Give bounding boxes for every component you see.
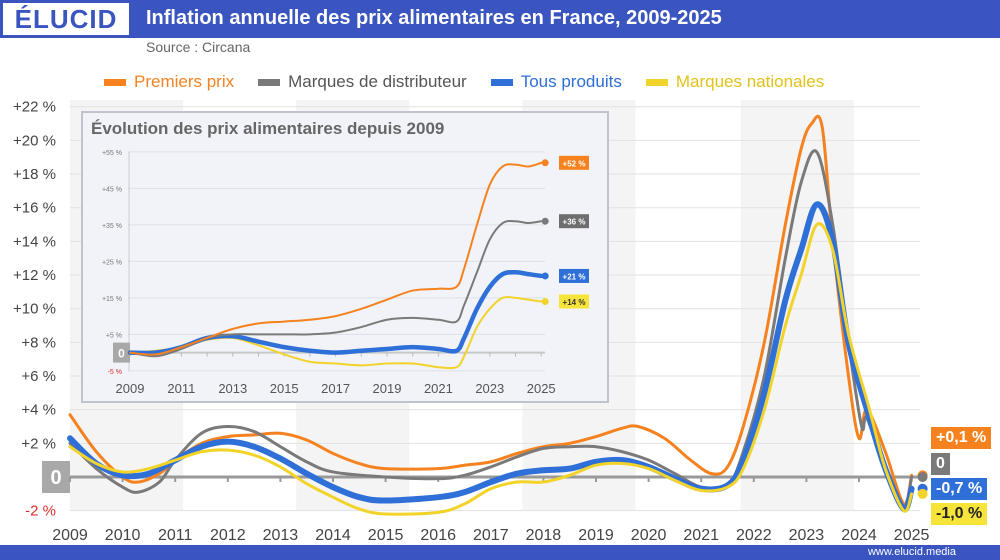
- inset-x-tick-label: 2013: [218, 381, 247, 396]
- x-tick-label: 2019: [578, 527, 614, 544]
- inset-x-tick-label: 2019: [373, 381, 402, 396]
- x-tick-label: 2020: [631, 527, 667, 544]
- y-tick-label: +2 %: [21, 435, 56, 452]
- footer-bar: www.elucid.media: [0, 545, 1000, 560]
- end-label: 0: [931, 453, 950, 475]
- inset-panel: [81, 111, 609, 403]
- legend-item: Marques nationales: [645, 72, 825, 92]
- inset-x-tick-label: 2023: [475, 381, 504, 396]
- inset-x-tick-label: 2025: [527, 381, 556, 396]
- footer-url[interactable]: www.elucid.media: [867, 546, 956, 558]
- inset-y-tick-label: +5 %: [106, 332, 122, 339]
- x-tick-label: 2025: [894, 527, 930, 544]
- inset-end-point: [541, 217, 549, 225]
- inset-zero-box: [113, 342, 130, 363]
- end-label: -1,0 %: [931, 503, 988, 525]
- inset-y-tick-label: +15 %: [102, 296, 122, 303]
- y-tick-label: +16 %: [13, 200, 56, 217]
- legend-item: Premiers prix: [104, 72, 234, 92]
- legend-item: Tous produits: [490, 72, 622, 92]
- inset-y-tick-label: +25 %: [102, 259, 122, 266]
- inset-y-tick-label: +55 %: [102, 150, 122, 157]
- x-tick-label: 2017: [473, 527, 509, 544]
- header-bar: ÉLUCID Inflation annuelle des prix alime…: [0, 0, 1000, 38]
- y-tick-label: +22 %: [13, 99, 56, 116]
- y-tick-label: +10 %: [13, 301, 56, 318]
- x-tick-label: 2010: [105, 527, 141, 544]
- legend-label: Tous produits: [520, 72, 622, 91]
- inset-x-tick-label: 2011: [167, 381, 195, 396]
- legend-swatch: [645, 78, 668, 86]
- legend-swatch: [104, 78, 126, 86]
- inset-end-label: +36 %: [563, 218, 586, 227]
- inset-end-label: +52 %: [563, 159, 586, 168]
- legend-label: Marques de distributeur: [288, 72, 467, 91]
- chart-title: Inflation annuelle des prix alimentaires…: [146, 7, 722, 29]
- inset-series-line: [129, 161, 543, 356]
- x-tick-label: 2012: [210, 527, 246, 544]
- inset-end-point: [541, 159, 549, 167]
- legend-label: Premiers prix: [134, 72, 235, 91]
- inset-y-tick-label: +45 %: [102, 186, 122, 193]
- y-tick-label: +14 %: [13, 233, 56, 250]
- y-tick-label: 0: [50, 467, 61, 489]
- x-tick-label: 2016: [420, 527, 456, 544]
- inset-y-tick-label: -5 %: [108, 369, 122, 376]
- series-line-marques-nationales: [68, 222, 914, 516]
- x-tick-label: 2022: [736, 527, 772, 544]
- end-label: +0,1 %: [931, 427, 992, 449]
- x-tick-label: 2011: [158, 527, 193, 544]
- x-tick-label: 2023: [789, 527, 825, 544]
- inset-end-label: +14 %: [563, 298, 586, 307]
- inset-x-tick-label: 2009: [116, 381, 145, 396]
- legend-item: Marques de distributeur: [258, 72, 467, 92]
- y-tick-label: +4 %: [21, 402, 56, 419]
- end-point: [917, 488, 928, 499]
- legend-swatch: [258, 78, 281, 86]
- x-tick-label: 2024: [841, 527, 877, 544]
- elucid-logo: ÉLUCID: [0, 0, 132, 38]
- inset-end-label-box: [559, 268, 589, 283]
- y-tick-label: +18 %: [13, 166, 56, 183]
- x-tick-label: 2013: [263, 527, 299, 544]
- source-note: Source : Circana: [146, 39, 251, 55]
- inset-end-point: [541, 298, 549, 305]
- inset-end-label: +21 %: [563, 272, 586, 281]
- y-tick-label: +8 %: [21, 334, 56, 351]
- series-line-tous-produits: [67, 201, 915, 513]
- inset-title: Évolution des prix alimentaires depuis 2…: [91, 119, 444, 138]
- x-tick-label: 2015: [368, 527, 404, 544]
- zero-label-box: [42, 461, 70, 493]
- end-label: -0,7 %: [931, 478, 988, 500]
- inset-end-label-box: [559, 294, 589, 309]
- legend: Premiers prix Marques de distributeur Tous…: [104, 72, 824, 92]
- x-tick-label: 2009: [52, 527, 88, 544]
- x-tick-label: 2018: [526, 527, 562, 544]
- inset-x-tick-label: 2015: [270, 381, 299, 396]
- y-tick-label: -2 %: [25, 503, 56, 520]
- inset-y-tick-label: 0: [118, 347, 125, 361]
- legend-label: Marques nationales: [675, 72, 825, 91]
- inset-end-label-box: [559, 155, 589, 170]
- y-tick-label: +20 %: [13, 132, 56, 149]
- legend-swatch: [490, 78, 513, 86]
- end-point: [917, 472, 928, 482]
- y-tick-label: +6 %: [21, 368, 56, 385]
- inset-x-tick-label: 2021: [424, 381, 453, 396]
- inset-series-line: [129, 219, 543, 358]
- inset-x-tick-label: 2017: [321, 381, 350, 396]
- inset-end-label-box: [559, 214, 589, 229]
- inset-y-tick-label: +35 %: [102, 223, 122, 230]
- x-tick-label: 2014: [315, 527, 351, 544]
- y-tick-label: +12 %: [13, 267, 56, 284]
- inset-end-point: [541, 272, 549, 280]
- x-tick-label: 2021: [683, 527, 719, 544]
